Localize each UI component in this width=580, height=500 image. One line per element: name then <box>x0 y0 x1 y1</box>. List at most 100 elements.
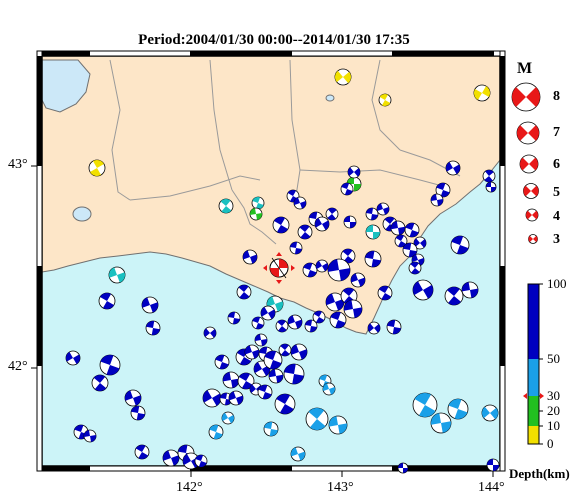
focal-mechanisms <box>65 68 500 474</box>
focal-mechanism-60 <box>340 287 358 305</box>
focal-mechanism-19 <box>340 182 354 196</box>
focal-mechanism-45 <box>315 259 329 273</box>
focal-mechanism-1 <box>334 68 352 86</box>
focal-mechanism-55 <box>275 319 289 333</box>
focal-mechanism-46 <box>289 241 303 255</box>
focal-mechanism-83 <box>283 363 305 385</box>
focal-mechanism-96 <box>208 424 224 440</box>
mag-legend-ball-8 <box>511 82 541 112</box>
map-title: Period:2004/01/30 00:00--2014/01/30 17:3… <box>138 32 410 48</box>
focal-mechanism-106 <box>134 444 150 460</box>
lon-label-144: 144° <box>478 480 505 495</box>
lat-label-43: 43° <box>8 157 28 172</box>
focal-mechanism-88 <box>202 388 222 408</box>
focal-mechanism-54 <box>254 333 268 347</box>
lake-small <box>325 94 335 102</box>
focal-mechanism-30 <box>445 160 461 176</box>
focal-mechanism-102 <box>447 398 469 420</box>
focal-mechanism-31 <box>435 182 451 198</box>
focal-mechanism-10 <box>365 224 381 240</box>
focal-mechanism-25 <box>413 236 427 250</box>
focal-mechanism-6 <box>218 198 234 214</box>
focal-mechanism-43 <box>327 258 351 282</box>
highlight-event <box>263 252 295 284</box>
focal-mechanism-39 <box>377 285 393 301</box>
mag-label-7: 7 <box>553 125 560 140</box>
focal-mechanism-91 <box>274 393 296 415</box>
focal-mechanism-109 <box>182 452 200 470</box>
focal-mechanism-16 <box>325 207 339 221</box>
focal-mechanism-53 <box>251 316 265 330</box>
focal-mechanism-41 <box>364 250 382 268</box>
focal-mechanism-29 <box>408 261 422 275</box>
focal-mechanism-112 <box>486 458 500 472</box>
focal-mechanism-100 <box>412 392 438 418</box>
focal-mechanism-34 <box>485 181 497 193</box>
focal-mechanism-40 <box>350 272 366 288</box>
focal-mechanism-56 <box>287 314 303 330</box>
focal-mechanism-80 <box>263 350 283 370</box>
focal-mechanism-4 <box>88 159 106 177</box>
focal-mechanism-15 <box>314 216 330 232</box>
focal-mechanism-75 <box>222 371 240 389</box>
focal-mechanism-81 <box>278 343 292 357</box>
focal-mechanism-58 <box>312 310 326 324</box>
focal-mechanism-52 <box>260 305 276 321</box>
focal-mechanism-93 <box>322 382 336 396</box>
focal-mechanism-74 <box>214 354 230 370</box>
mag-label-5: 5 <box>553 185 560 200</box>
focal-mechanism-17 <box>343 215 357 229</box>
depth-tick-30: 30 <box>547 388 560 403</box>
hokkaido-land <box>42 56 500 335</box>
lon-label-143: 143° <box>327 480 354 495</box>
focal-mechanism-70 <box>91 374 109 392</box>
focal-mechanism-84 <box>268 368 284 384</box>
focal-mechanism-47 <box>272 216 290 234</box>
focal-mechanism-7 <box>251 196 265 210</box>
focal-mechanism-94 <box>305 407 329 431</box>
mag-legend-ball-4 <box>525 208 539 222</box>
focal-mechanism-77 <box>244 344 260 360</box>
focal-mechanism-5 <box>108 266 126 284</box>
focal-mechanism-61 <box>343 299 363 319</box>
focal-mechanism-99 <box>290 446 306 462</box>
focal-mechanism-37 <box>444 286 464 306</box>
focal-mechanism-101 <box>430 412 452 434</box>
focal-mechanism-2 <box>378 93 392 107</box>
focal-mechanism-98 <box>263 421 279 437</box>
focal-mechanism-23 <box>390 220 406 236</box>
focal-mechanism-42 <box>340 248 356 264</box>
focal-mechanism-44 <box>302 262 318 278</box>
mag-label-6: 6 <box>553 157 560 172</box>
focal-mechanism-59 <box>325 292 345 312</box>
focal-mechanism-57 <box>304 319 318 333</box>
depth-tick-10: 10 <box>547 418 560 433</box>
depth-axis-label: Depth(km) <box>509 466 570 481</box>
lake-akan <box>72 206 92 222</box>
focal-mechanism-48 <box>242 249 258 265</box>
focal-mechanism-62 <box>329 311 347 329</box>
focal-mechanism-107 <box>162 449 180 467</box>
mag-legend-ball-7 <box>516 121 540 145</box>
focal-mechanism-73 <box>203 326 217 340</box>
focal-mechanism-87 <box>257 384 273 400</box>
focal-mechanism-32 <box>430 193 444 207</box>
mag-label-3: 3 <box>553 232 560 247</box>
mag-legend-ball-3 <box>528 234 538 244</box>
focal-mechanism-24 <box>404 222 420 238</box>
focal-mechanism-72 <box>130 405 146 421</box>
focal-mechanism-18 <box>347 165 361 179</box>
lake-kussharo <box>42 59 91 113</box>
magnitude-legend <box>511 82 541 244</box>
focal-mechanism-64 <box>386 319 402 335</box>
focal-mechanism-21 <box>376 202 390 216</box>
lat-label-42: 42° <box>8 359 28 374</box>
focal-mechanism-68 <box>65 350 81 366</box>
focal-mechanism-13 <box>297 224 313 240</box>
depth-tick-20: 20 <box>547 403 560 418</box>
focal-mechanism-49 <box>236 284 252 300</box>
lon-label-142: 142° <box>176 480 203 495</box>
mag-label-4: 4 <box>553 209 560 224</box>
focal-mechanism-8 <box>249 207 263 221</box>
